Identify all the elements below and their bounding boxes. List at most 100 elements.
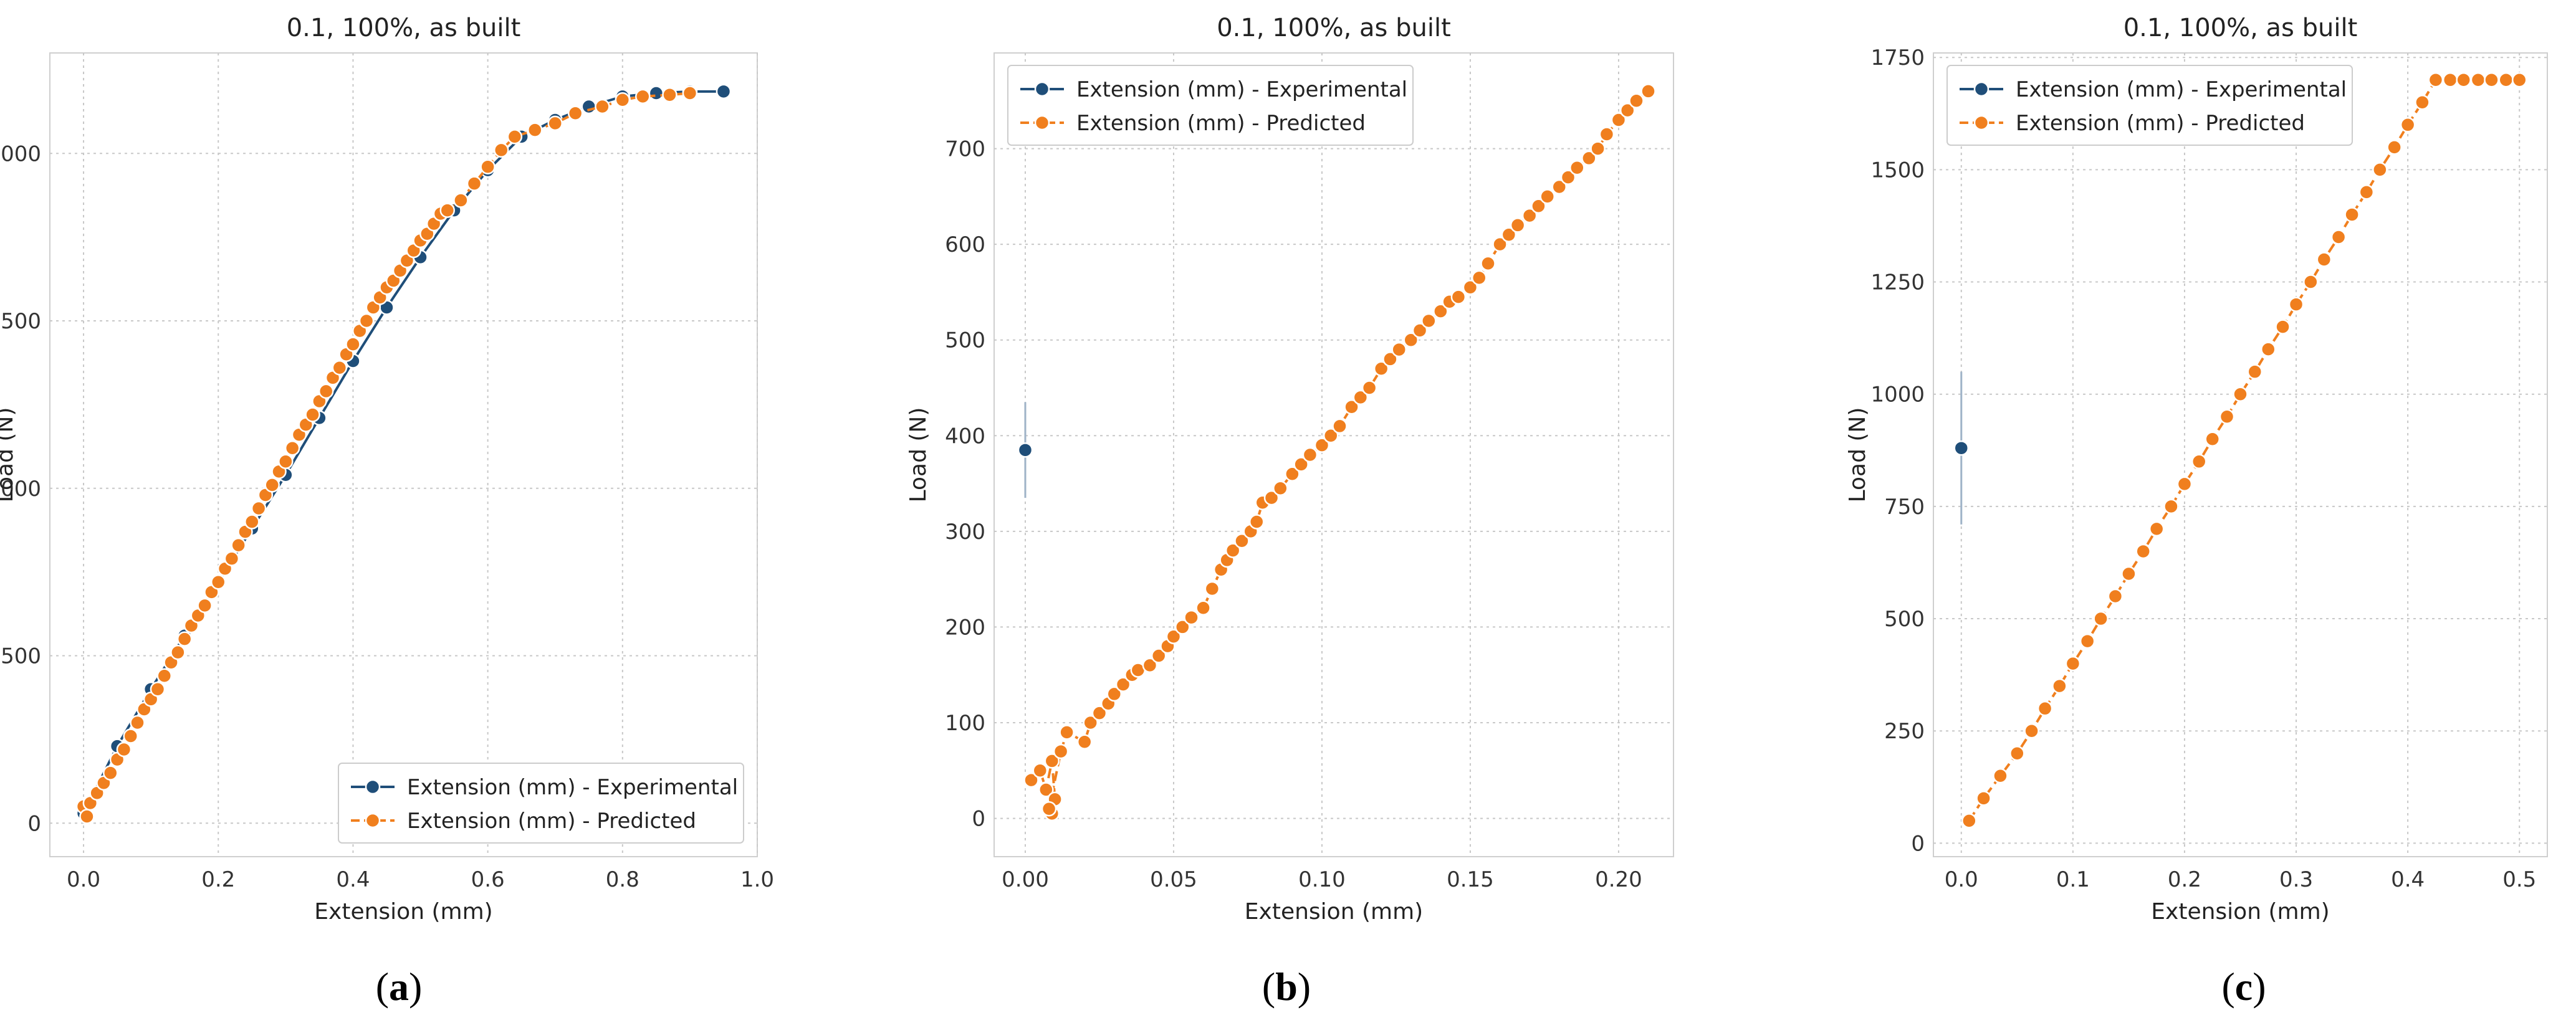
legend-label: Extension (mm) - Predicted: [407, 809, 696, 834]
legend-label: Extension (mm) - Experimental: [1076, 77, 1407, 102]
predicted-point: [1195, 600, 1211, 616]
legend-marker: [1034, 81, 1050, 97]
legend-marker: [1973, 115, 1989, 131]
predicted-point: [1353, 389, 1369, 406]
experimental-series: [1953, 371, 1970, 525]
legend-box: [338, 763, 744, 844]
y-tick-label: 200: [945, 615, 985, 640]
x-tick-label: 0.0: [67, 867, 100, 892]
predicted-point: [2037, 700, 2053, 716]
experimental-series: [1017, 402, 1033, 498]
predicted-point: [2093, 611, 2109, 627]
y-axis-label: Load (N): [906, 407, 931, 503]
y-tick-label: 1000: [0, 477, 41, 502]
x-tick-label: 0.10: [1298, 867, 1346, 892]
legend-label: Extension (mm) - Experimental: [2016, 77, 2347, 102]
predicted-point: [2261, 341, 2276, 357]
predicted-point: [1629, 93, 1644, 109]
legend: Extension (mm) - Experimental Extension (…: [1946, 65, 2353, 146]
predicted-point: [2024, 723, 2039, 739]
experimental-point: [648, 85, 664, 101]
predicted-point: [332, 360, 348, 376]
predicted-point: [567, 105, 583, 121]
predicted-point: [2470, 72, 2486, 88]
predicted-point: [1373, 361, 1389, 377]
predicted-point: [358, 313, 375, 329]
predicted-point: [2233, 386, 2248, 402]
predicted-point: [2288, 297, 2304, 312]
predicted-point: [547, 115, 563, 131]
legend: Extension (mm) - Experimental Extension (…: [338, 763, 744, 844]
predicted-point: [156, 668, 173, 683]
predicted-point: [1142, 657, 1158, 673]
predicted-point: [2275, 319, 2291, 335]
legend-box: [1946, 65, 2353, 146]
predicted-point: [2303, 274, 2319, 290]
predicted-point: [2442, 72, 2458, 88]
predicted-point: [1248, 514, 1265, 530]
predicted-point: [1059, 725, 1075, 740]
predicted-point: [1581, 150, 1597, 166]
panel-label: (c): [2221, 964, 2266, 1009]
panel-label-close: ): [1298, 964, 1311, 1009]
x-tick-label: 0.4: [336, 867, 370, 892]
x-tick-label: 0.5: [2502, 867, 2536, 892]
panel-label-open: (: [376, 964, 389, 1009]
predicted-point: [170, 644, 186, 660]
y-tick-label: 700: [945, 137, 985, 162]
predicted-point: [1184, 609, 1199, 626]
y-tick-label: 2000: [0, 141, 41, 166]
predicted-point: [2484, 72, 2499, 88]
y-tick-label: 250: [1884, 719, 1925, 744]
x-tick-label: 0.6: [471, 867, 505, 892]
predicted-series: [75, 85, 698, 824]
predicted-point: [2205, 431, 2220, 447]
legend-label: Extension (mm) - Experimental: [407, 775, 738, 800]
y-tick-label: 100: [945, 711, 985, 736]
predicted-point: [480, 159, 496, 174]
predicted-point: [224, 551, 240, 566]
predicted-point: [1115, 677, 1131, 692]
predicted-point: [1450, 289, 1467, 305]
predicted-point: [1382, 351, 1398, 367]
predicted-point: [2400, 117, 2416, 133]
predicted-point: [2316, 252, 2332, 267]
predicted-point: [103, 765, 118, 781]
predicted-point: [2121, 566, 2137, 582]
predicted-point: [1551, 179, 1567, 195]
x-tick-label: 0.15: [1447, 867, 1494, 892]
panel-label-open: (: [2221, 964, 2234, 1009]
predicted-point: [1640, 83, 1656, 99]
chart-title: 0.1, 100%, as built: [2124, 14, 2358, 42]
panel-label-letter: a: [389, 964, 409, 1009]
x-tick-label: 0.8: [606, 867, 639, 892]
predicted-point: [1032, 763, 1048, 779]
predicted-point: [1293, 457, 1309, 472]
predicted-point: [1166, 629, 1182, 645]
predicted-point: [1076, 734, 1093, 749]
predicted-point: [1053, 743, 1069, 759]
y-tick-label: 500: [1, 644, 41, 669]
panel-label-letter: b: [1275, 964, 1298, 1009]
x-tick-label: 0.00: [1002, 867, 1049, 892]
predicted-point: [210, 574, 226, 590]
y-tick-label: 300: [945, 520, 985, 545]
x-tick-label: 0.20: [1595, 867, 1642, 892]
legend-label: Extension (mm) - Predicted: [1076, 111, 1366, 136]
y-tick-label: 0: [972, 807, 985, 832]
predicted-point: [1403, 332, 1419, 348]
predicted-point: [2344, 207, 2360, 222]
panel-label: (a): [376, 964, 423, 1009]
predicted-point: [1091, 705, 1108, 721]
predicted-point: [345, 336, 361, 352]
predicted-point: [278, 454, 294, 469]
y-tick-label: 500: [1884, 607, 1925, 632]
y-axis-label: Load (N): [1845, 407, 1870, 503]
x-tick-label: 0.3: [2279, 867, 2313, 892]
predicted-point: [2358, 184, 2375, 200]
predicted-point: [1273, 480, 1288, 496]
y-tick-label: 750: [1884, 495, 1925, 520]
predicted-point: [318, 383, 334, 399]
predicted-point: [615, 92, 631, 108]
panel-label-close: ): [409, 964, 422, 1009]
